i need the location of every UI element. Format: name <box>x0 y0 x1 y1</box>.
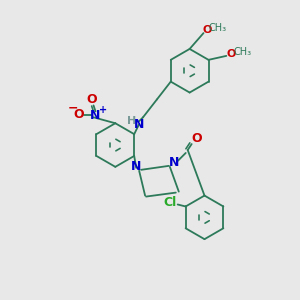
Text: O: O <box>74 108 84 121</box>
Text: O: O <box>203 25 212 35</box>
Text: Cl: Cl <box>163 196 176 209</box>
Text: N: N <box>90 109 101 122</box>
Text: O: O <box>86 93 97 106</box>
Text: CH₃: CH₃ <box>233 47 251 57</box>
Text: +: + <box>99 105 107 116</box>
Text: H: H <box>128 116 137 126</box>
Text: N: N <box>169 156 179 170</box>
Text: CH₃: CH₃ <box>208 23 226 33</box>
Text: O: O <box>226 49 236 59</box>
Text: N: N <box>131 160 141 173</box>
Text: −: − <box>68 102 78 115</box>
Text: O: O <box>191 132 202 145</box>
Text: N: N <box>134 118 144 131</box>
